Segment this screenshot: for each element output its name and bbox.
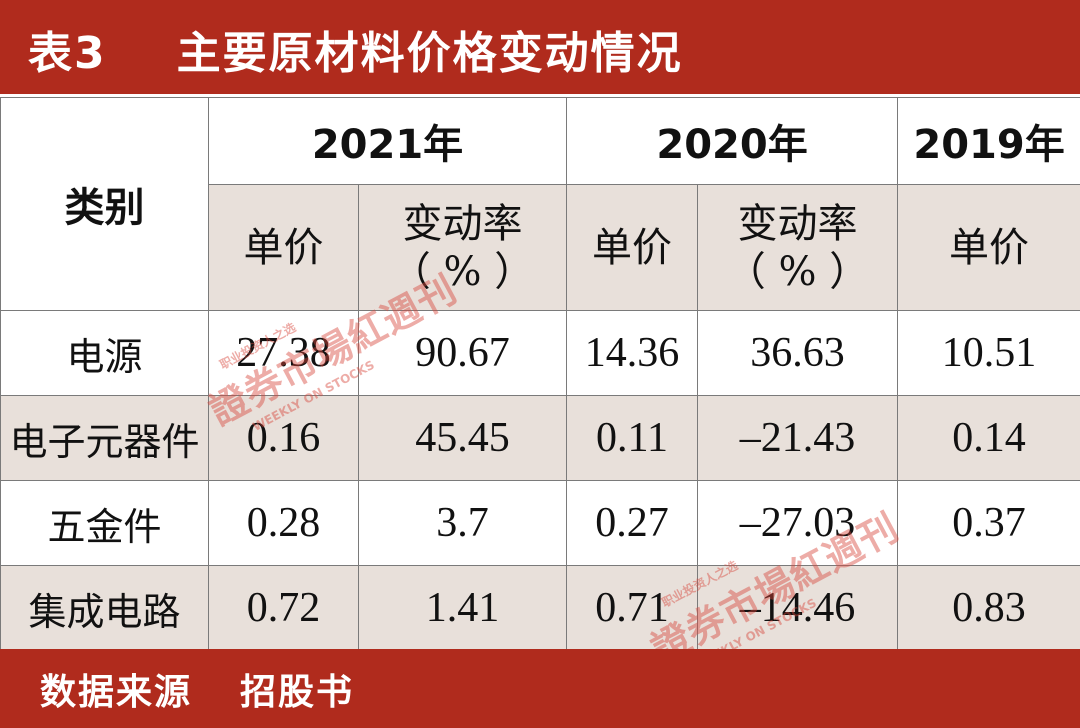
source-label: 数据来源 bbox=[40, 671, 193, 713]
category-cell: 集成电路 bbox=[0, 565, 209, 651]
value-cell: 14.36 bbox=[566, 310, 699, 396]
change-rate-label: 变动率 bbox=[402, 200, 523, 247]
value-cell: 0.28 bbox=[208, 480, 359, 566]
table-title: 主要原材料价格变动情况 bbox=[176, 27, 683, 79]
value-cell: –27.03 bbox=[697, 480, 899, 566]
category-cell: 五金件 bbox=[0, 480, 209, 566]
table-row: 电子元器件 0.16 45.45 0.11 –21.43 0.14 bbox=[0, 395, 1080, 481]
value-cell: –21.43 bbox=[697, 395, 899, 481]
value-cell: 1.41 bbox=[357, 565, 568, 651]
source-footer: 数据来源 招股书 bbox=[0, 649, 1080, 728]
title-divider bbox=[0, 94, 1080, 97]
change-rate-header-2021: 变动率 （ % ） bbox=[357, 184, 568, 311]
change-rate-label: 变动率 bbox=[737, 200, 858, 247]
year-header-2020: 2020年 bbox=[566, 97, 899, 185]
value-cell: 10.51 bbox=[897, 310, 1080, 396]
category-cell: 电子元器件 bbox=[0, 395, 209, 481]
unit-price-header-2019: 单价 bbox=[897, 184, 1080, 311]
category-cell: 电源 bbox=[0, 310, 209, 396]
value-cell: 0.71 bbox=[566, 565, 699, 651]
value-cell: 0.11 bbox=[566, 395, 699, 481]
value-cell: 0.27 bbox=[566, 480, 699, 566]
unit-price-header-2020: 单价 bbox=[566, 184, 699, 311]
value-cell: 0.83 bbox=[897, 565, 1080, 651]
table-title-bar: 表3 主要原材料价格变动情况 bbox=[0, 0, 1080, 97]
price-table: 类别 2021年 2020年 2019年 单价 变动率 （ % ） 单价 变动率… bbox=[0, 97, 1080, 651]
value-cell: 3.7 bbox=[357, 480, 568, 566]
value-cell: 0.14 bbox=[897, 395, 1080, 481]
source-value: 招股书 bbox=[240, 671, 355, 713]
value-cell: 0.37 bbox=[897, 480, 1080, 566]
table-row: 五金件 0.28 3.7 0.27 –27.03 0.37 bbox=[0, 480, 1080, 566]
table-row: 集成电路 0.72 1.41 0.71 –14.46 0.83 bbox=[0, 565, 1080, 651]
year-header-2019: 2019年 bbox=[897, 97, 1080, 185]
table-number: 表3 bbox=[28, 27, 107, 79]
value-cell: 90.67 bbox=[357, 310, 568, 396]
value-cell: 45.45 bbox=[357, 395, 568, 481]
table-row: 电源 27.38 90.67 14.36 36.63 10.51 bbox=[0, 310, 1080, 396]
value-cell: 0.16 bbox=[208, 395, 359, 481]
value-cell: 0.72 bbox=[208, 565, 359, 651]
change-rate-header-2020: 变动率 （ % ） bbox=[697, 184, 899, 311]
value-cell: 27.38 bbox=[208, 310, 359, 396]
unit-price-header-2021: 单价 bbox=[208, 184, 359, 311]
value-cell: –14.46 bbox=[697, 565, 899, 651]
category-header: 类别 bbox=[0, 97, 209, 311]
value-cell: 36.63 bbox=[697, 310, 899, 396]
year-header-2021: 2021年 bbox=[207, 97, 568, 185]
change-rate-unit: （ % ） bbox=[725, 248, 870, 295]
change-rate-unit: （ % ） bbox=[390, 248, 535, 295]
